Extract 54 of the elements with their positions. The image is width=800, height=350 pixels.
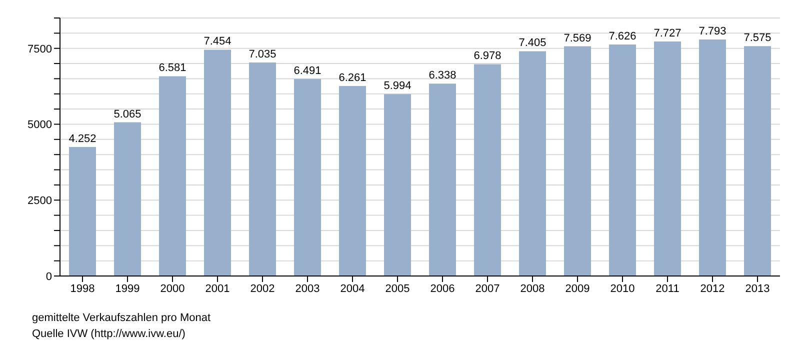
source-note: Quelle IVW (http://www.ivw.eu/) (32, 327, 186, 342)
bar (699, 39, 726, 276)
data-label: 7.035 (248, 48, 276, 60)
data-label: 7.793 (698, 25, 726, 38)
data-label: 6.978 (474, 50, 502, 62)
bar (294, 78, 321, 276)
x-tick-label: 1999 (115, 282, 140, 295)
x-tick-label: 2006 (430, 282, 455, 295)
bar (744, 46, 771, 276)
data-label: 5.065 (114, 108, 142, 120)
data-label: 6.491 (294, 64, 322, 77)
y-tick-label: 5000 (28, 119, 52, 132)
x-tick-label: 2007 (475, 282, 500, 295)
data-label: 7.575 (744, 32, 772, 44)
data-label: 7.626 (608, 30, 636, 43)
data-label: 7.569 (564, 32, 592, 44)
x-tick-label: 2013 (745, 282, 770, 295)
data-label: 6.338 (428, 70, 456, 82)
data-label: 4.252 (68, 132, 96, 145)
x-tick-label: 2011 (656, 282, 680, 295)
text: gemittelte Verkaufszahlen pro Monat (32, 311, 212, 326)
bar (69, 146, 96, 276)
x-tick-label: 1998 (70, 282, 95, 295)
data-label: 6.581 (158, 62, 186, 74)
x-tick-label: 2004 (340, 282, 365, 295)
y-tick-label: 0 (46, 270, 52, 283)
bar (339, 86, 366, 276)
data-label: 7.727 (654, 27, 682, 40)
data-label: 7.454 (204, 36, 232, 48)
bar (114, 122, 141, 276)
bar (519, 51, 546, 276)
bar (429, 84, 456, 276)
x-tick-label: 2001 (205, 282, 230, 295)
y-tick-label: 2500 (28, 195, 52, 208)
data-label: 6.261 (338, 72, 366, 84)
x-tick-label: 2000 (160, 282, 185, 295)
bar (474, 64, 501, 276)
bar (564, 46, 591, 276)
x-tick-label: 2009 (565, 282, 590, 295)
bar (204, 50, 231, 276)
bar (249, 62, 276, 276)
data-label: 7.405 (518, 37, 546, 50)
bar (609, 44, 636, 276)
x-tick-label: 2010 (610, 282, 635, 295)
x-tick-label: 2002 (250, 282, 275, 295)
x-tick-label: 2005 (385, 282, 410, 295)
data-label: 5.994 (384, 80, 412, 92)
bar (159, 76, 186, 276)
x-tick-label: 2008 (520, 282, 545, 295)
x-tick-label: 2003 (295, 282, 320, 295)
x-tick-label: 2012 (700, 282, 725, 295)
bar (654, 41, 681, 276)
y-tick-label: 7500 (28, 43, 52, 56)
bar (384, 94, 411, 276)
